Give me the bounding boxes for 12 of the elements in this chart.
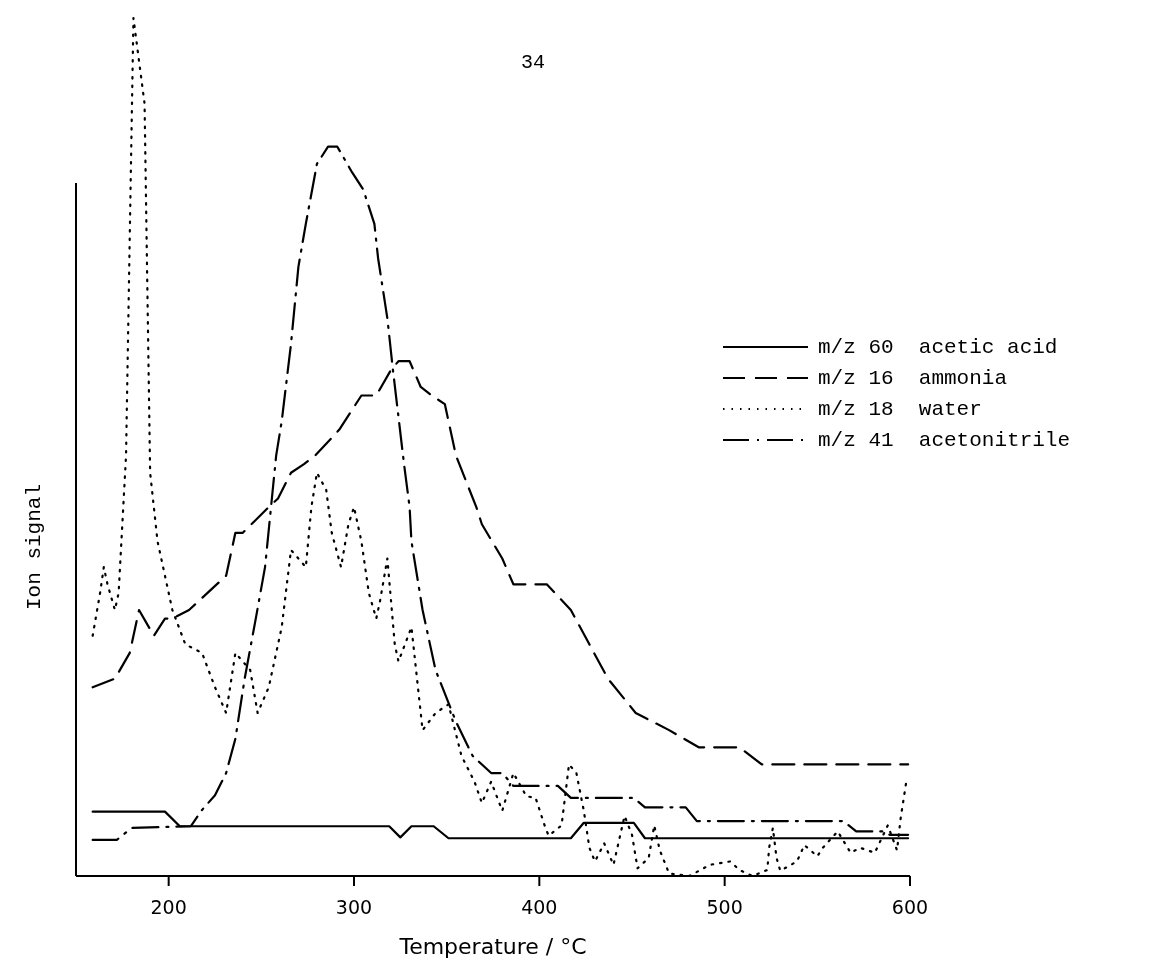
x-tick-label: 400 [521, 896, 558, 918]
legend-label: m/z 60 acetic acid [818, 335, 1058, 359]
y-axis-title: Ion signal [23, 483, 46, 611]
legend-label: m/z 41 acetonitrile [818, 428, 1071, 452]
legend-label: m/z 16 ammonia [818, 366, 1008, 390]
x-tick-label: 300 [335, 896, 373, 918]
annotation: 34 [520, 51, 546, 74]
x-tick-label: 200 [150, 896, 187, 918]
x-tick-label: 600 [891, 896, 929, 918]
x-axis-title: Temperature / °C [398, 934, 587, 959]
legend-label: m/z 18 water [818, 397, 982, 421]
x-tick-label: 500 [706, 896, 743, 918]
